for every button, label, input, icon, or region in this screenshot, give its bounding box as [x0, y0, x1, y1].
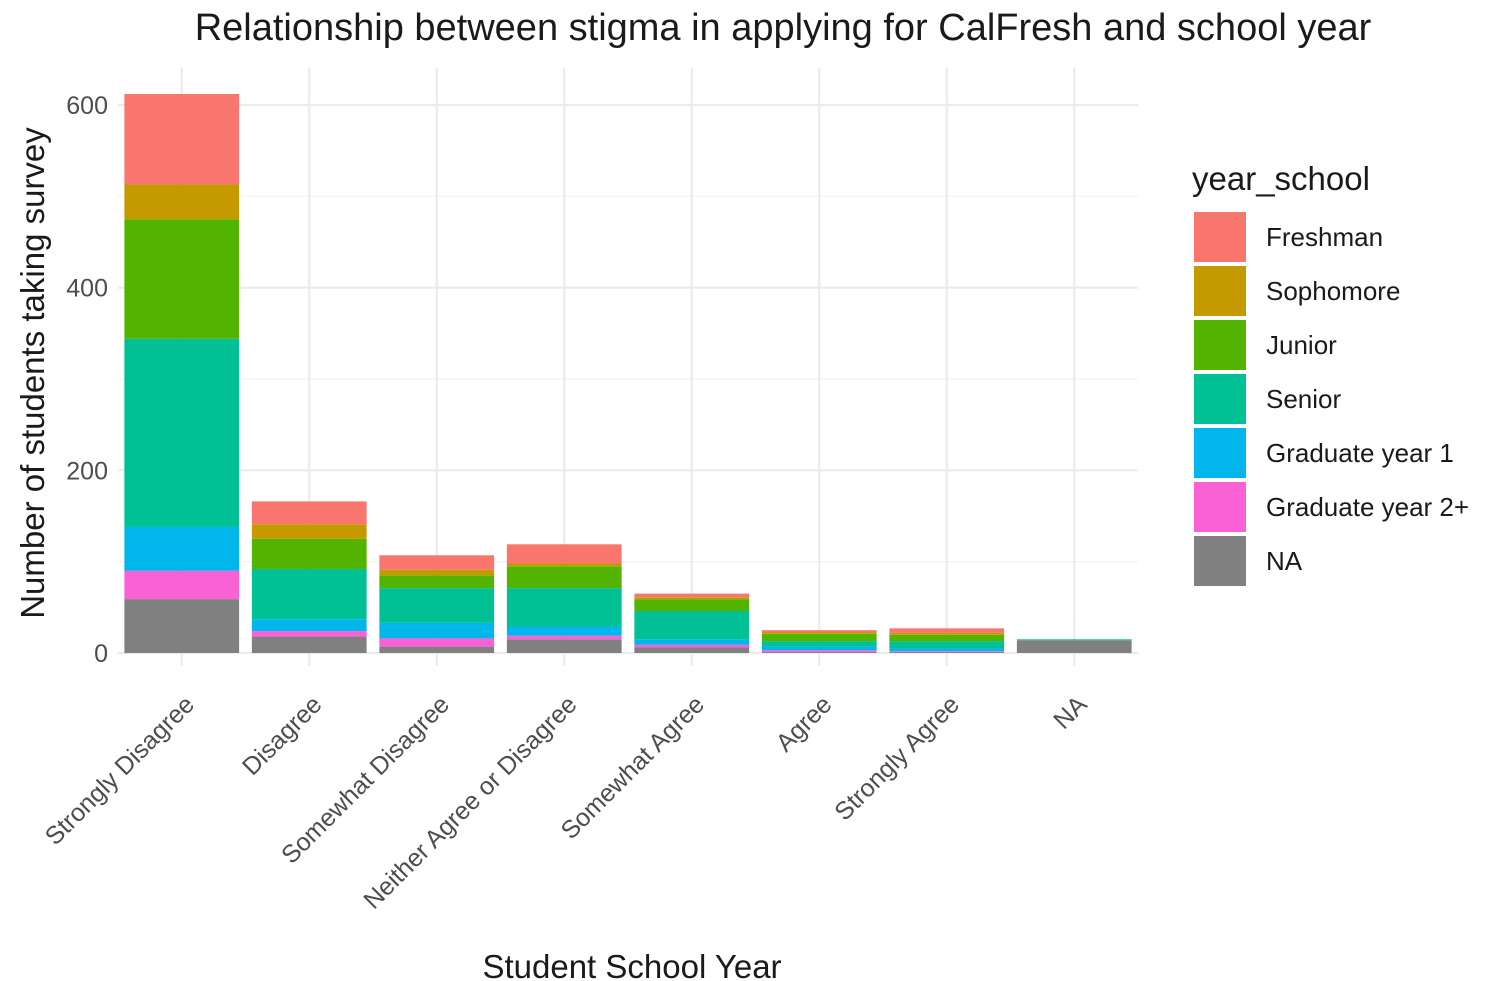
legend-label: Graduate year 2+ — [1266, 492, 1469, 522]
bar-segment-freshman — [124, 94, 240, 185]
bar-segment-na — [379, 646, 495, 653]
bar-segment-graduate-year-2- — [379, 638, 495, 647]
legend: year_school Freshman Sophomore Junior Senio… — [1192, 160, 1469, 588]
chart-title: Relationship between stigma in applying … — [195, 7, 1372, 49]
bar-segment-senior — [124, 338, 240, 527]
legend-key — [1192, 264, 1248, 318]
bar-segment-senior — [634, 610, 750, 640]
legend-key — [1192, 426, 1248, 480]
bar-segment-graduate-year-1 — [761, 646, 877, 651]
bar-segment-freshman — [506, 544, 622, 564]
bar-segment-graduate-year-2- — [761, 650, 877, 653]
bar-segment-sophomore — [379, 569, 495, 576]
bar-segment-sophomore — [124, 184, 240, 220]
y-tick-label: 600 — [66, 92, 108, 120]
bar-segment-na — [889, 652, 1005, 653]
bar-segment-junior — [506, 566, 622, 589]
bar-segment-graduate-year-2- — [889, 651, 1005, 653]
x-tick-label: Strongly Agree — [829, 690, 965, 826]
bar-segment-graduate-year-2- — [506, 635, 622, 640]
bar-segment-junior — [124, 219, 240, 339]
bar-segment-senior — [1016, 639, 1132, 641]
legend-key — [1192, 372, 1248, 426]
bar-segment-junior — [889, 634, 1005, 642]
bar-segment-sophomore — [889, 632, 1005, 635]
y-axis-title: Number of students taking survey — [14, 127, 51, 619]
bar-segment-junior — [761, 633, 877, 642]
legend-key — [1192, 318, 1248, 372]
bar-segment-senior — [379, 588, 495, 623]
legend-label: Graduate year 1 — [1266, 438, 1454, 468]
x-tick-label: Neither Agree or Disagree — [358, 690, 582, 914]
bar-segment-graduate-year-1 — [889, 648, 1005, 652]
y-tick-label: 400 — [66, 275, 108, 303]
legend-key — [1192, 210, 1248, 264]
bar-segment-sophomore — [506, 563, 622, 567]
legend-label: Senior — [1266, 384, 1341, 414]
bar-segment-na — [124, 599, 240, 653]
y-tick-label: 200 — [66, 457, 108, 485]
bars — [124, 94, 1132, 653]
legend-label: Junior — [1266, 330, 1337, 360]
bar-segment-graduate-year-2- — [124, 570, 240, 600]
bar-segment-senior — [889, 641, 1005, 649]
bar-segment-freshman — [889, 628, 1005, 633]
bar-segment-graduate-year-2- — [634, 644, 750, 648]
y-axis-ticks: 0 200 400 600 — [66, 92, 108, 668]
bar-segment-freshman — [634, 593, 750, 598]
x-tick-label: NA — [1048, 690, 1093, 735]
bar-segment-graduate-year-1 — [506, 626, 622, 636]
legend-key — [1192, 534, 1248, 588]
x-tick-label: Agree — [771, 690, 838, 757]
bar-segment-na — [1016, 640, 1132, 653]
legend-key — [1192, 480, 1248, 534]
y-tick-label: 0 — [94, 640, 108, 668]
legend-title: year_school — [1192, 160, 1370, 197]
bar-segment-graduate-year-1 — [634, 639, 750, 645]
bar-segment-freshman — [761, 630, 877, 632]
bar-segment-sophomore — [761, 631, 877, 634]
bar-segment-na — [634, 647, 750, 653]
bar-segment-na — [251, 636, 367, 653]
bar-segment-freshman — [251, 501, 367, 525]
bar-segment-graduate-year-1 — [379, 622, 495, 639]
bar-segment-junior — [634, 599, 750, 611]
x-tick-label: Disagree — [237, 690, 328, 781]
bar-segment-sophomore — [634, 597, 750, 600]
bar-segment-senior — [761, 641, 877, 647]
bar-segment-graduate-year-2- — [251, 631, 367, 637]
bar-segment-freshman — [379, 555, 495, 570]
bar-segment-senior — [506, 588, 622, 627]
legend-label: Sophomore — [1266, 276, 1400, 306]
x-axis-title: Student School Year — [482, 948, 781, 981]
bar-segment-graduate-year-1 — [124, 526, 240, 571]
bar-segment-sophomore — [251, 524, 367, 539]
x-tick-label: Strongly Disagree — [40, 690, 200, 850]
bar-segment-senior — [251, 568, 367, 620]
bar-segment-graduate-year-1 — [251, 619, 367, 632]
bar-segment-na — [761, 652, 877, 653]
grid — [118, 68, 1138, 666]
bar-segment-na — [506, 639, 622, 653]
legend-label: NA — [1266, 546, 1303, 576]
legend-label: Freshman — [1266, 222, 1383, 252]
bar-segment-junior — [379, 575, 495, 589]
bar-segment-junior — [251, 538, 367, 569]
